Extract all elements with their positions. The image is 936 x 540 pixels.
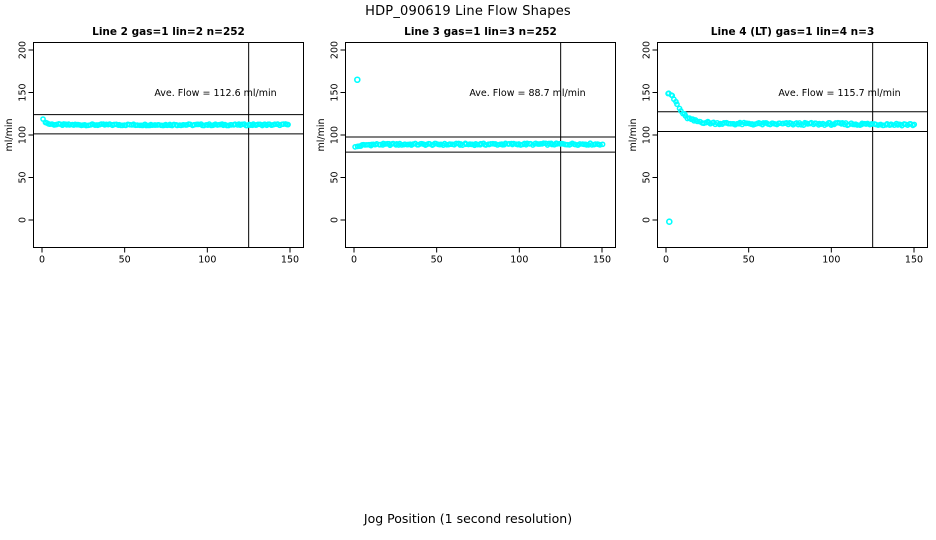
y-tick-label: 150 — [642, 83, 653, 101]
panel-title: Line 3 gas=1 lin=3 n=252 — [404, 26, 557, 38]
scatter-points — [352, 76, 606, 150]
ave-flow-annotation: Ave. Flow = 88.7 ml/min — [469, 88, 585, 99]
y-axis-title: ml/min — [628, 118, 639, 151]
data-point — [564, 141, 570, 148]
x-tick-label: 100 — [198, 255, 216, 266]
x-axis-label: Jog Position (1 second resolution) — [363, 511, 573, 526]
x-tick-label: 0 — [351, 255, 357, 266]
y-tick-label: 100 — [18, 126, 29, 144]
line3-flow-chart: Line 3 gas=1 lin=3 n=252 0 50 100 150 0 50 100 1… — [316, 26, 616, 266]
x-tick-label: 150 — [905, 255, 923, 266]
data-point — [694, 118, 701, 125]
ave-flow-annotation: Ave. Flow = 115.7 ml/min — [778, 88, 900, 99]
data-point — [524, 140, 530, 147]
y-tick-label: 200 — [330, 41, 341, 59]
y-tick-label: 0 — [18, 217, 29, 223]
data-point — [546, 140, 552, 147]
panel-title: Line 2 gas=1 lin=2 n=252 — [92, 26, 245, 38]
panels-row: Line 2 gas=1 lin=2 n=252 0 50 100 150 0 50 100 1… — [0, 0, 936, 280]
y-tick-label: 100 — [642, 126, 653, 144]
x-tick-label: 100 — [822, 255, 840, 266]
data-point — [247, 122, 254, 128]
y-tick-label: 50 — [330, 171, 341, 183]
plot-box — [33, 42, 304, 248]
scatter-points — [40, 116, 291, 129]
data-point — [285, 121, 291, 128]
y-tick-label: 150 — [18, 83, 29, 101]
y-tick-label: 0 — [642, 217, 653, 223]
outlier-point — [354, 76, 361, 84]
data-point — [271, 121, 278, 128]
data-point — [599, 141, 606, 148]
y-tick-label: 200 — [18, 41, 29, 59]
panel-line2: Line 2 gas=1 lin=2 n=252 0 50 100 150 0 50 100 1… — [0, 0, 312, 280]
y-tick-label: 100 — [330, 126, 341, 144]
y-tick-label: 0 — [330, 217, 341, 223]
line4-flow-chart: Line 4 (LT) gas=1 lin=4 n=3 0 50 100 150 0 50 1… — [628, 26, 928, 266]
y-tick-label: 150 — [330, 83, 341, 101]
data-point — [180, 121, 187, 128]
y-tick-label: 200 — [642, 41, 653, 59]
data-point — [597, 142, 603, 148]
x-tick-label: 0 — [663, 255, 669, 266]
scatter-points — [665, 90, 918, 225]
x-tick-label: 50 — [119, 255, 131, 266]
x-tick-label: 0 — [39, 255, 45, 266]
line2-flow-chart: Line 2 gas=1 lin=2 n=252 0 50 100 150 0 50 100 1… — [4, 26, 304, 266]
x-tick-label: 150 — [593, 255, 611, 266]
data-point — [911, 121, 918, 128]
data-point — [674, 101, 680, 108]
x-tick-label: 50 — [431, 255, 443, 266]
data-point — [483, 142, 489, 148]
ave-flow-annotation: Ave. Flow = 112.6 ml/min — [154, 88, 276, 99]
panel-title: Line 4 (LT) gas=1 lin=4 n=3 — [711, 26, 875, 38]
y-axis-title: ml/min — [316, 118, 327, 151]
plot-box — [345, 42, 616, 248]
panel-line4: Line 4 (LT) gas=1 lin=4 n=3 0 50 100 150 0 50 1… — [624, 0, 936, 280]
x-tick-label: 150 — [281, 255, 299, 266]
plot-box — [657, 42, 928, 248]
panel-line3: Line 3 gas=1 lin=3 n=252 0 50 100 150 0 50 100 1… — [312, 0, 624, 280]
figure-title: HDP_090619 Line Flow Shapes — [365, 4, 571, 19]
x-tick-label: 50 — [743, 255, 755, 266]
y-tick-label: 50 — [642, 171, 653, 183]
outlier-point — [666, 218, 673, 225]
data-point — [377, 141, 384, 148]
y-axis-title: ml/min — [4, 118, 15, 151]
x-tick-label: 100 — [510, 255, 528, 266]
y-tick-label: 50 — [18, 171, 29, 183]
data-point — [149, 122, 156, 129]
data-point — [474, 141, 481, 148]
